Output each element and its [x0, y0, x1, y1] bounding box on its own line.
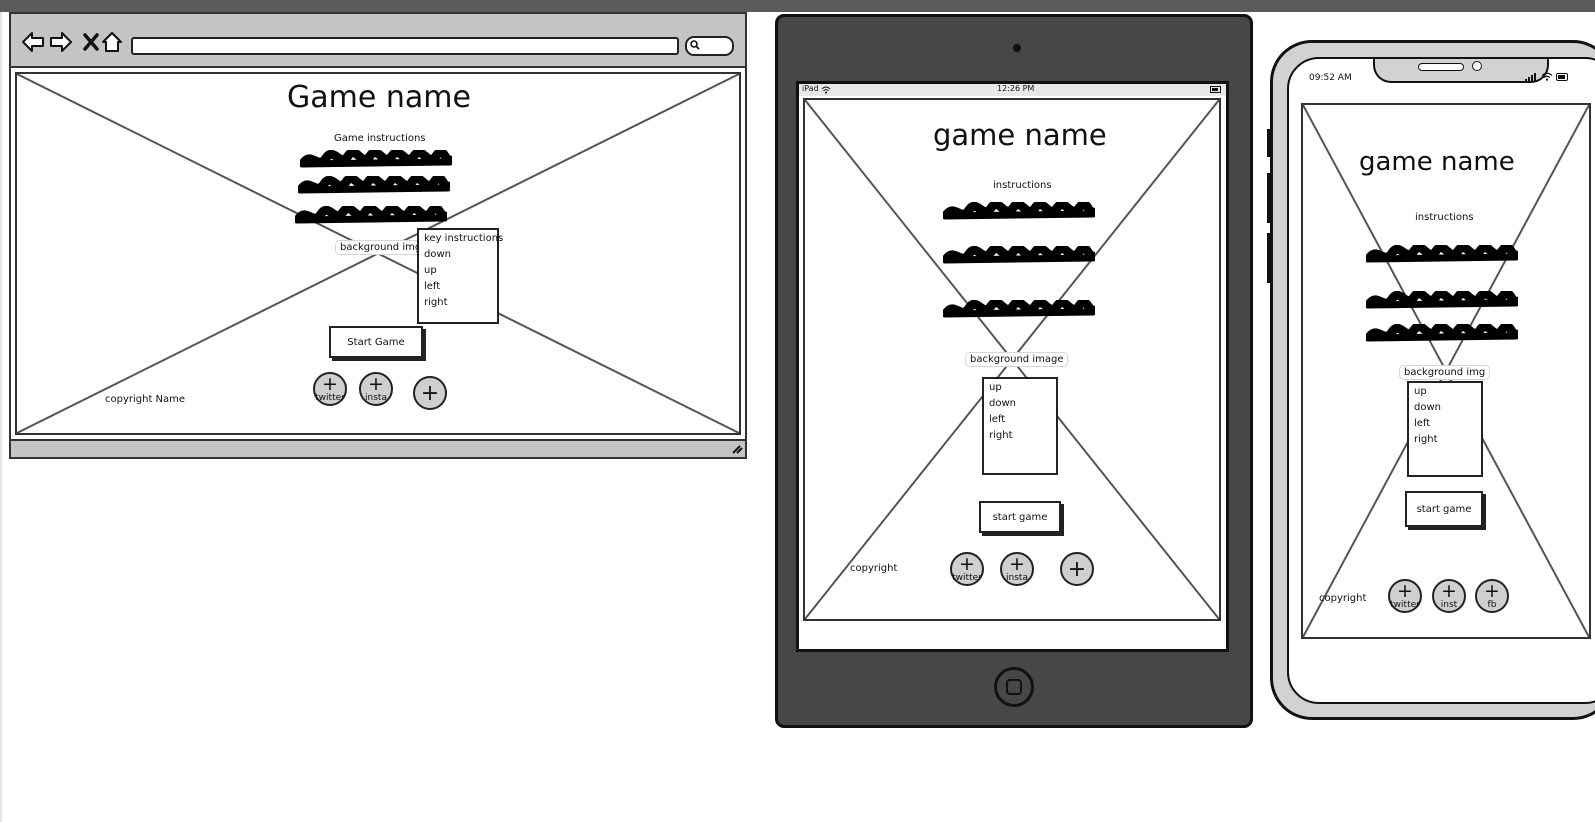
start-game-button[interactable]: Start Game: [329, 326, 423, 358]
status-time: 12:26 PM: [997, 84, 1035, 93]
key-instructions-heading: key instructions: [424, 233, 504, 244]
browser-statusbar: [9, 441, 747, 459]
front-camera-icon: [1472, 61, 1482, 71]
twitter-button[interactable]: + twitter: [1388, 579, 1422, 613]
insta-button[interactable]: + insta: [1000, 552, 1034, 586]
plus-icon: +: [1009, 553, 1025, 575]
scribble-text-line: [1366, 245, 1518, 267]
desktop-background-image-placeholder: Game name Game instructions background i…: [15, 72, 741, 435]
copyright-text: copyright: [850, 563, 898, 574]
key-item: right: [989, 430, 1013, 441]
close-icon[interactable]: [79, 30, 103, 54]
tablet-status-bar: iPad 12:26 PM: [799, 84, 1226, 96]
resize-grip-icon[interactable]: [731, 444, 743, 454]
scribble-text-line: [1366, 291, 1518, 313]
social-button[interactable]: +: [1060, 552, 1094, 586]
fb-button[interactable]: + fb: [1475, 579, 1509, 613]
home-button-icon: [1006, 679, 1022, 695]
status-time: 09:52 AM: [1309, 73, 1352, 83]
key-item: left: [1414, 418, 1431, 429]
background-image-label: background img: [1399, 365, 1491, 380]
browser-search-field[interactable]: [685, 36, 734, 56]
home-button[interactable]: [994, 667, 1034, 707]
scribble-text-line: [298, 176, 450, 198]
scribble-text-line: [1366, 324, 1518, 346]
instructions-label: instructions: [993, 180, 1052, 191]
plus-icon: +: [368, 373, 384, 395]
plus-icon: +: [959, 553, 975, 575]
scribble-text-line: [943, 300, 1095, 322]
plus-icon: +: [1441, 580, 1457, 602]
background-image-label: background image: [965, 352, 1069, 367]
key-item: up: [424, 265, 437, 276]
wifi-icon: [1541, 72, 1553, 81]
tablet-background-image-placeholder: game name instructions background image …: [803, 98, 1221, 621]
left-rule: [0, 12, 2, 822]
key-item: up: [989, 382, 1002, 393]
plus-icon: +: [322, 373, 338, 395]
signal-icon: [1525, 73, 1536, 81]
key-instructions-box: up down left right: [982, 377, 1058, 475]
tablet-mockup: iPad 12:26 PM game name instructions bac…: [775, 14, 1253, 728]
instructions-label: Game instructions: [334, 133, 426, 144]
search-icon: [690, 40, 700, 50]
side-button: [1267, 129, 1271, 157]
phone-background-image-placeholder: game name instructions background img up…: [1301, 103, 1591, 639]
key-item: right: [1414, 434, 1438, 445]
desktop-viewport: Game name Game instructions background i…: [9, 66, 747, 441]
speaker-icon: [1418, 63, 1464, 71]
scribble-text-line: [295, 206, 447, 228]
key-item: down: [989, 398, 1016, 409]
social-button[interactable]: +: [413, 376, 447, 410]
url-bar[interactable]: [131, 37, 679, 55]
plus-icon: +: [1397, 580, 1413, 602]
start-game-button[interactable]: start game: [1405, 491, 1483, 527]
phone-notch: [1373, 59, 1549, 83]
key-item: left: [989, 414, 1006, 425]
phone-mockup: 09:52 AM game name instructions backgrou…: [1267, 40, 1595, 720]
battery-icon: [1556, 73, 1568, 81]
battery-icon: [1210, 86, 1221, 93]
home-icon[interactable]: [100, 30, 124, 54]
key-item: up: [1414, 386, 1427, 397]
camera-icon: [1013, 44, 1021, 52]
insta-button[interactable]: + insta: [359, 372, 393, 406]
scribble-text-line: [300, 150, 452, 172]
wifi-icon: [821, 86, 831, 94]
scribble-text-line: [943, 202, 1095, 224]
side-button: [1267, 173, 1271, 223]
tablet-screen: iPad 12:26 PM game name instructions bac…: [796, 81, 1229, 652]
side-button: [1267, 233, 1271, 283]
forward-arrow-icon[interactable]: [49, 30, 73, 54]
page-title: game name: [1359, 147, 1515, 177]
key-item: down: [424, 249, 451, 260]
instructions-label: instructions: [1415, 212, 1474, 223]
key-instructions-box: key instructions down up left right: [417, 228, 504, 324]
key-item: down: [1414, 402, 1441, 413]
plus-icon: +: [1067, 557, 1087, 582]
page-title: game name: [933, 118, 1107, 152]
page-title: Game name: [287, 80, 471, 115]
copyright-text: copyright Name: [105, 394, 186, 405]
desktop-browser-mockup: Game name Game instructions background i…: [9, 12, 749, 459]
twitter-button[interactable]: + twitter: [313, 372, 347, 406]
plus-icon: +: [420, 381, 440, 406]
inst-button[interactable]: + inst: [1432, 579, 1466, 613]
phone-screen: 09:52 AM game name instructions backgrou…: [1287, 57, 1595, 704]
key-item: right: [424, 297, 448, 308]
back-arrow-icon[interactable]: [21, 30, 45, 54]
start-game-button[interactable]: start game: [979, 501, 1061, 533]
top-strip: [0, 0, 1595, 12]
twitter-button[interactable]: + twitter: [950, 552, 984, 586]
plus-icon: +: [1484, 580, 1500, 602]
scribble-text-line: [943, 246, 1095, 268]
background-image-label: background img: [335, 240, 427, 255]
key-item: left: [424, 281, 441, 292]
copyright-text: copyright: [1319, 593, 1367, 604]
browser-toolbar: [9, 12, 747, 66]
key-instructions-box: up down left right: [1407, 381, 1483, 477]
device-label: iPad: [802, 84, 819, 93]
